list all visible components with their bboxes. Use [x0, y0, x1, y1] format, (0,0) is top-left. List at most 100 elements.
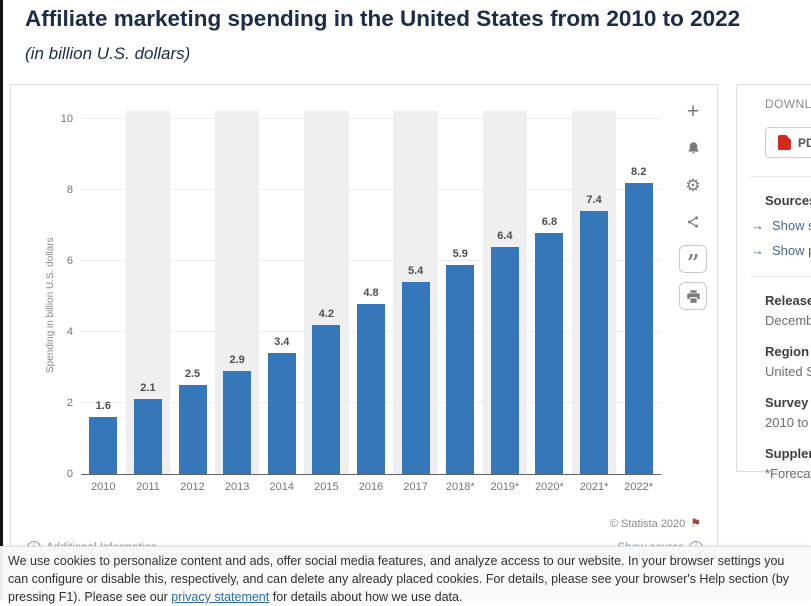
y-tick-label: 10 — [60, 113, 73, 125]
y-tick-label: 0 — [66, 468, 73, 480]
copyright-text: © Statista 2020 — [609, 517, 686, 530]
bar-2013[interactable] — [223, 371, 252, 474]
page-title: Affiliate marketing spending in the Unit… — [25, 6, 741, 31]
show-publisher-label: Show publisher information — [772, 243, 811, 258]
bar-2014[interactable] — [267, 353, 296, 474]
survey-period-title: Survey time period — [765, 395, 811, 410]
y-tick-label: 4 — [66, 326, 73, 338]
value-label: 3.4 — [274, 336, 290, 349]
x-tick-label: 2015 — [314, 481, 339, 493]
privacy-statement-link[interactable]: privacy statement — [171, 590, 270, 604]
chart-column: 4.8 — [349, 111, 394, 474]
bar-2021*[interactable] — [580, 211, 609, 474]
share-icon — [687, 216, 699, 228]
x-tick-label: 2016 — [358, 481, 384, 493]
bar-2011[interactable] — [133, 399, 162, 474]
print-button[interactable] — [679, 282, 707, 310]
region-title: Region — [765, 344, 810, 359]
bar-2020*[interactable] — [535, 232, 564, 474]
value-label: 7.4 — [586, 194, 602, 207]
show-sources-label: Show sources information — [772, 218, 811, 233]
bar-2022*[interactable] — [624, 182, 653, 474]
download-panel: DOWNLOAD PDF Sources Show sources inform… — [736, 84, 811, 481]
x-tick-label: 2017 — [403, 481, 428, 493]
x-tick-label: 2013 — [224, 481, 250, 493]
y-tick-label: 6 — [66, 255, 73, 267]
gridline — [81, 118, 661, 119]
share-button[interactable] — [679, 208, 707, 236]
value-label: 4.2 — [318, 307, 335, 320]
chart-column: 2.5 — [170, 111, 215, 474]
cite-button[interactable] — [679, 245, 707, 273]
value-label: 8.2 — [631, 165, 647, 178]
show-publisher-link[interactable]: Show publisher information — [751, 243, 811, 258]
sources-title: Sources — [765, 193, 811, 208]
supplementary-notes-title: Supplementary notes — [765, 446, 811, 461]
copyright: © Statista 2020 — [610, 517, 701, 530]
y-tick-label: 8 — [66, 184, 73, 196]
x-tick-label: 2011 — [136, 481, 160, 493]
chart-column: 2.9 — [214, 111, 260, 474]
download-heading: DOWNLOAD — [765, 97, 811, 111]
x-tick-label: 2012 — [180, 481, 205, 493]
value-label: 2.9 — [229, 354, 245, 367]
bar-2010[interactable] — [89, 417, 118, 474]
region-value: United States — [765, 364, 811, 379]
x-tick-label: 2018* — [445, 481, 475, 493]
bar-2019*[interactable] — [490, 246, 519, 474]
alert-button[interactable] — [679, 134, 707, 162]
bar-2012[interactable] — [178, 385, 207, 474]
chart-column: 6.8 — [527, 111, 572, 474]
value-label: 6.4 — [497, 229, 513, 242]
value-label: 6.8 — [541, 215, 558, 228]
chart-toolbar — [679, 97, 707, 310]
x-tick-label: 2021* — [579, 481, 609, 493]
bar-2016[interactable] — [356, 303, 385, 474]
page-subtitle: (in billion U.S. dollars) — [25, 44, 191, 63]
bell-icon — [688, 141, 698, 153]
chart-column: 6.4 — [482, 111, 528, 474]
chart-column: 4.2 — [304, 111, 349, 474]
value-label: 5.4 — [407, 265, 424, 278]
x-tick-label: 2014 — [269, 481, 294, 493]
print-icon — [686, 289, 700, 303]
x-tick-label: 2020* — [535, 481, 564, 493]
value-label: 5.9 — [452, 247, 468, 260]
x-tick-label: 2022* — [624, 481, 654, 493]
release-date-title: Release date — [765, 293, 811, 308]
plus-icon — [687, 101, 699, 122]
chart-column: 5.9 — [438, 111, 483, 474]
plot-area: 0 2 4 6 8 10 1.6 2.1 2.5 2.9 3.4 4.2 4.8 5.4 5.9 6.4 6.8… — [61, 111, 661, 480]
arrow-icon — [751, 219, 764, 232]
y-tick-label: 2 — [66, 397, 73, 409]
show-sources-link[interactable]: Show sources information — [751, 218, 811, 233]
cookie-banner: We use cookies to personalize content an… — [0, 546, 811, 604]
chart-column: 2.1 — [125, 111, 171, 474]
chart-column: 8.2 — [616, 111, 661, 474]
x-tick-label: 2019* — [490, 481, 520, 493]
settings-button[interactable] — [679, 171, 707, 199]
chart-column: 1.6 — [81, 111, 126, 474]
cookie-text: for details about how we use data. — [269, 590, 463, 604]
flag-icon[interactable] — [690, 517, 701, 530]
pdf-label: PDF — [798, 135, 811, 150]
survey-period-value: 2010 to 2019 — [765, 415, 811, 430]
supplementary-notes-value: *Forecast. — [765, 466, 811, 481]
x-axis-labels: 2010 2011 2012 2013 2014 2015 2016 2017 2018* 201… — [81, 481, 661, 495]
gear-icon — [685, 177, 700, 194]
cite-quote-icon — [686, 246, 699, 272]
chart-column: 3.4 — [259, 111, 304, 474]
value-label: 1.6 — [95, 400, 111, 413]
left-edge-strip — [0, 0, 3, 600]
bar-2017[interactable] — [401, 282, 430, 474]
chart-column: 7.4 — [571, 111, 617, 474]
x-tick-label: 2010 — [91, 481, 116, 493]
bar-2018*[interactable] — [446, 264, 475, 474]
arrow-icon — [751, 244, 764, 257]
gridline — [81, 189, 661, 190]
expand-button[interactable] — [679, 97, 707, 125]
chart-card: Spending in billion U.S. dollars 0 2 4 6 8 10… — [10, 84, 718, 558]
bar-2015[interactable] — [312, 324, 341, 474]
pdf-download-button[interactable]: PDF — [765, 127, 811, 158]
pdf-file-icon — [778, 135, 791, 150]
